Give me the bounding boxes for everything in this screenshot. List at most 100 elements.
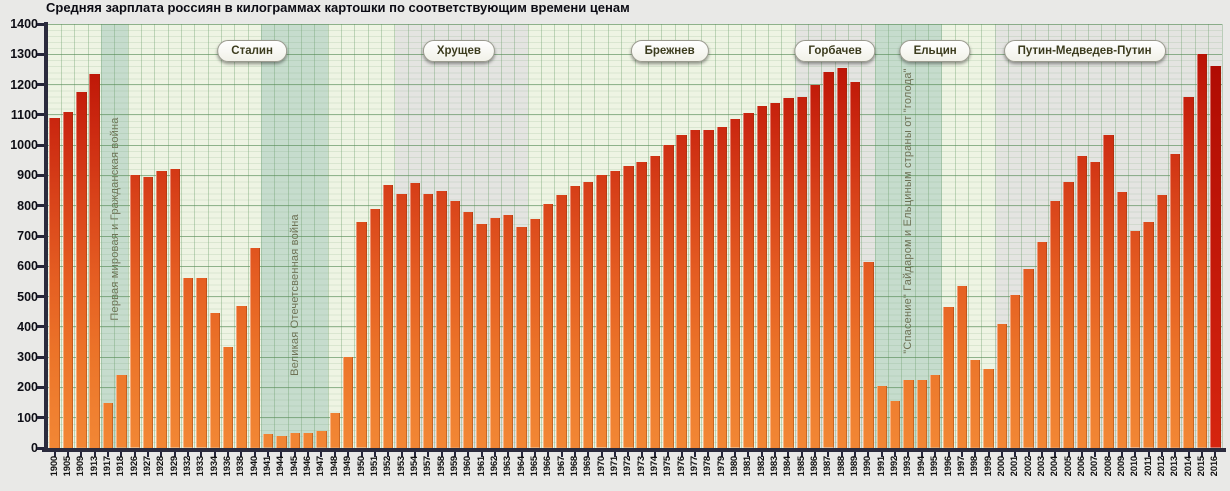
bar-1979 <box>716 126 727 448</box>
y-axis-tick <box>37 204 44 208</box>
y-axis-label-400: 400 <box>17 319 38 334</box>
y-axis-tick <box>37 173 44 177</box>
x-axis-label-1985: 1985 <box>795 456 807 477</box>
x-axis-label-1984: 1984 <box>782 456 794 477</box>
y-axis-tick <box>37 446 44 450</box>
x-axis-label-1980: 1980 <box>729 456 741 477</box>
x-axis-label-1970: 1970 <box>595 456 607 477</box>
x-axis-label-1957: 1957 <box>422 456 434 477</box>
x-axis-tick <box>120 452 123 457</box>
x-axis-tick <box>427 452 430 457</box>
bar-2000 <box>996 323 1008 448</box>
x-axis-label-1995: 1995 <box>929 456 941 477</box>
y-axis-label-600: 600 <box>17 259 38 274</box>
grid-hline <box>48 84 1222 86</box>
x-axis-label-1981: 1981 <box>742 456 754 477</box>
x-axis-tick <box>1160 452 1163 457</box>
x-axis-tick <box>227 452 230 457</box>
x-axis-tick <box>814 452 817 457</box>
bar-1989 <box>849 81 861 448</box>
bar-1990 <box>863 261 874 448</box>
y-axis-label-900: 900 <box>17 168 38 183</box>
x-axis-label-1951: 1951 <box>368 456 380 477</box>
x-axis-label-2003: 2003 <box>1035 456 1047 477</box>
x-axis-label-1977: 1977 <box>689 456 701 477</box>
x-axis-label-1962: 1962 <box>488 456 500 477</box>
x-axis-label-1991: 1991 <box>875 456 887 477</box>
x-axis-tick <box>280 452 283 457</box>
x-axis-tick <box>774 452 777 457</box>
x-axis-label-1961: 1961 <box>475 456 487 477</box>
x-axis-label-1917: 1917 <box>102 456 114 477</box>
x-axis-tick <box>1054 452 1057 457</box>
x-axis-tick <box>974 452 977 457</box>
x-axis-label-1953: 1953 <box>395 456 407 477</box>
y-axis-label-500: 500 <box>17 289 38 304</box>
grid-hline <box>48 205 1222 207</box>
bar-1994 <box>916 379 928 448</box>
y-axis-tick <box>37 83 44 87</box>
x-axis-tick <box>654 452 656 457</box>
bar-1929 <box>169 169 180 448</box>
x-axis-tick <box>267 452 270 457</box>
bar-1953 <box>396 193 407 448</box>
bar-2013 <box>1170 154 1181 448</box>
x-axis-tick <box>147 452 150 457</box>
grid-hline <box>48 356 1222 358</box>
bar-1913 <box>89 73 100 448</box>
x-axis-tick <box>1147 452 1150 457</box>
band-label: "Спасение" Гайдаром и Ельциным страны от… <box>902 67 915 354</box>
x-axis-tick <box>467 452 470 457</box>
x-axis-label-2008: 2008 <box>1102 456 1114 477</box>
y-axis-tick <box>37 52 44 56</box>
era-badge-5: Ельцин <box>899 40 971 62</box>
x-axis-label-1971: 1971 <box>608 456 620 477</box>
bar-1974 <box>649 155 661 448</box>
y-axis-tick <box>37 325 44 329</box>
x-axis-label-1950: 1950 <box>355 456 367 477</box>
x-axis-tick <box>573 452 576 457</box>
x-axis-tick <box>880 452 883 457</box>
bar-2016 <box>1210 66 1221 448</box>
x-axis-tick <box>80 452 83 457</box>
x-axis-tick <box>360 452 363 457</box>
era-badge-4: Горбачев <box>794 40 876 62</box>
bar-1963 <box>503 214 514 448</box>
x-axis-tick <box>373 452 376 457</box>
x-axis-tick <box>894 452 897 457</box>
bar-1982 <box>756 105 767 448</box>
x-axis-tick <box>253 452 256 457</box>
grid-hline <box>48 326 1222 328</box>
bar-1940 <box>249 248 260 448</box>
bar-2008 <box>1103 134 1114 448</box>
x-axis-tick <box>627 452 630 457</box>
x-axis-label-1954: 1954 <box>408 456 420 477</box>
x-axis-label-1936: 1936 <box>222 456 234 477</box>
x-axis-label-2009: 2009 <box>1115 456 1127 477</box>
bar-1988 <box>836 67 847 448</box>
x-axis-label-2007: 2007 <box>1089 456 1101 477</box>
x-axis-label-1966: 1966 <box>542 456 554 477</box>
x-axis-tick <box>1107 452 1110 457</box>
x-axis-tick <box>53 452 56 457</box>
x-axis-tick <box>547 452 550 457</box>
chart-title: Средняя зарплата россиян в килограммах к… <box>46 0 630 15</box>
x-axis-tick <box>734 452 737 457</box>
bar-1950 <box>356 222 367 448</box>
bar-1981 <box>743 113 754 448</box>
x-axis-tick <box>173 452 176 457</box>
y-axis-line <box>44 22 48 452</box>
bar-1965 <box>529 219 541 448</box>
bar-1948 <box>329 413 341 448</box>
x-axis-label-1994: 1994 <box>915 456 927 477</box>
bar-1986 <box>809 84 821 448</box>
x-axis-tick <box>160 452 163 457</box>
x-axis-tick <box>854 452 857 457</box>
bar-1962 <box>489 217 501 448</box>
y-axis-label-0: 0 <box>31 441 38 455</box>
x-axis-tick <box>560 452 563 457</box>
x-axis-tick <box>413 452 416 457</box>
x-axis-label-1964: 1964 <box>515 456 527 477</box>
x-axis-label-1958: 1958 <box>435 456 447 477</box>
